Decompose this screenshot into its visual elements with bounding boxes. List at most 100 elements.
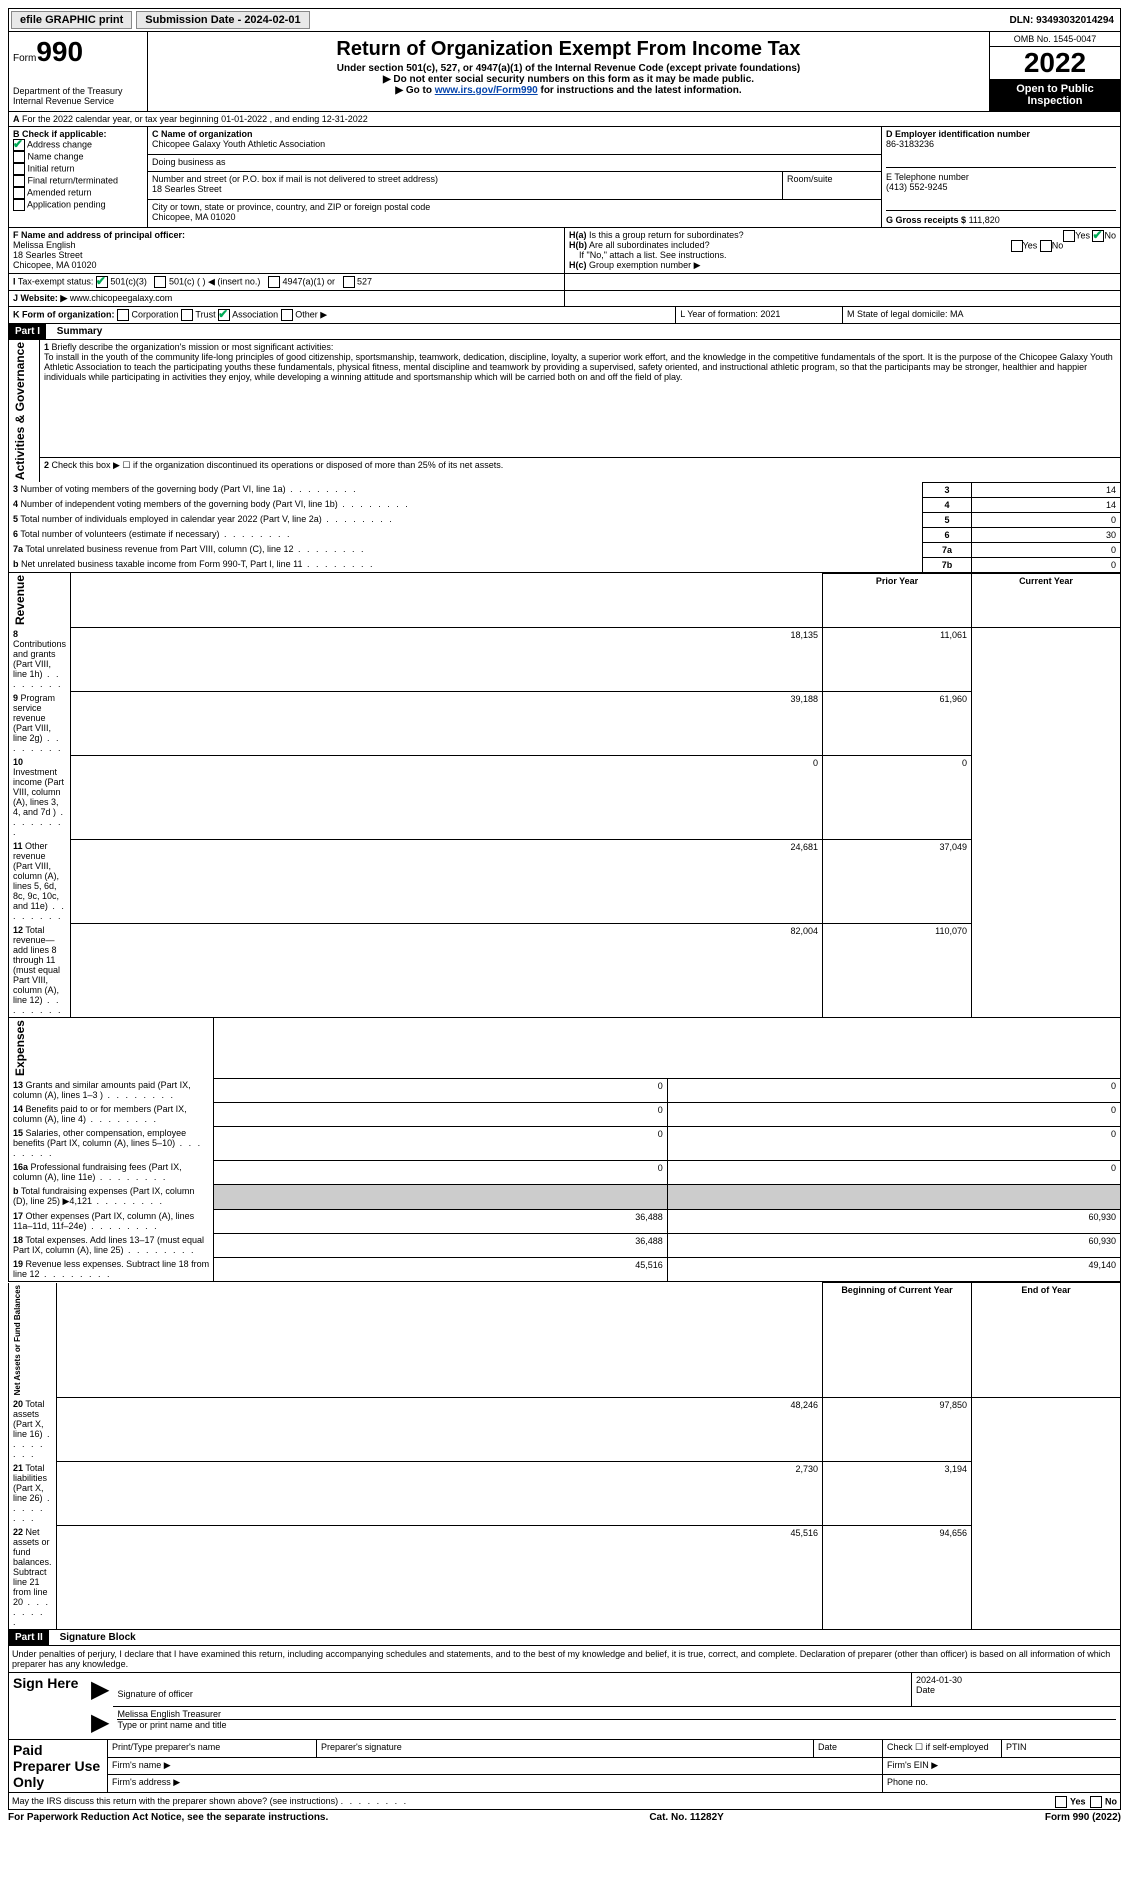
chk-4947[interactable]	[268, 276, 280, 288]
chk-assoc[interactable]	[218, 309, 230, 321]
perjury-text: Under penalties of perjury, I declare th…	[8, 1646, 1121, 1673]
footer-right: Form 990 (2022)	[1045, 1812, 1121, 1823]
net-assets-table: Net Assets or Fund Balances Beginning of…	[8, 1282, 1121, 1630]
mission-label: Briefly describe the organization's miss…	[52, 342, 334, 352]
org-name: Chicopee Galaxy Youth Athletic Associati…	[152, 139, 325, 149]
prep-sig: Preparer's signature	[317, 1740, 814, 1757]
identity-block: B Check if applicable: Address change Na…	[8, 127, 1121, 228]
c-name-label: C Name of organization	[152, 129, 253, 139]
subtitle-2: ▶ Do not enter social security numbers o…	[152, 74, 985, 85]
footer-left: For Paperwork Reduction Act Notice, see …	[8, 1812, 328, 1823]
ptin: PTIN	[1002, 1740, 1121, 1757]
phone: (413) 552-9245	[886, 182, 948, 192]
chk-name-change[interactable]	[13, 151, 25, 163]
room-label: Room/suite	[787, 174, 833, 184]
sign-here: Sign Here	[9, 1673, 88, 1740]
addr-label: Number and street (or P.O. box if mail i…	[152, 174, 438, 184]
self-emp: Check ☐ if self-employed	[883, 1740, 1002, 1757]
chk-501c3[interactable]	[96, 276, 108, 288]
website: www.chicopeegalaxy.com	[70, 293, 172, 303]
col-end: End of Year	[972, 1283, 1121, 1397]
hb-no[interactable]	[1040, 240, 1052, 252]
topbar: efile GRAPHIC print Submission Date - 20…	[8, 8, 1121, 32]
ha-label: Is this a group return for subordinates?	[589, 230, 744, 240]
hb-label: Are all subordinates included?	[589, 240, 710, 250]
prep-name: Print/Type preparer's name	[108, 1740, 317, 1757]
firm-addr: Firm's address ▶	[108, 1775, 883, 1793]
col-prior: Prior Year	[823, 573, 972, 627]
part2-sub: Signature Block	[52, 1632, 136, 1643]
gross-receipts: 111,820	[969, 215, 1000, 225]
sig-date: 2024-01-30	[916, 1675, 962, 1685]
col-curr: Current Year	[972, 573, 1121, 627]
city: Chicopee, MA 01020	[152, 212, 236, 222]
chk-application-pending[interactable]	[13, 199, 25, 211]
street: 18 Searles Street	[152, 184, 222, 194]
d-label: D Employer identification number	[886, 129, 1030, 139]
side-exp: Expenses	[13, 1020, 27, 1076]
side-gov: Activities & Governance	[13, 342, 27, 480]
line2: Check this box ▶ ☐ if the organization d…	[52, 460, 504, 470]
irs-link[interactable]: www.irs.gov/Form990	[435, 85, 538, 96]
expense-table: Expenses 13 Grants and similar amounts p…	[8, 1018, 1121, 1282]
firm-ein: Firm's EIN ▶	[883, 1757, 1121, 1775]
officer-name: Melissa English	[13, 240, 76, 250]
sign-here-block: Sign Here ▶ Signature of officer 2024-01…	[8, 1673, 1121, 1740]
firm-name: Firm's name ▶	[108, 1757, 883, 1775]
form-number: 990	[36, 36, 83, 67]
chk-501c[interactable]	[154, 276, 166, 288]
omb-no: OMB No. 1545-0047	[990, 32, 1120, 47]
chk-final-return[interactable]	[13, 175, 25, 187]
m-state: M State of legal domicile: MA	[842, 307, 1120, 324]
chk-amended-return[interactable]	[13, 187, 25, 199]
part1-sub: Summary	[49, 326, 103, 337]
chk-trust[interactable]	[181, 309, 193, 321]
f-label: F Name and address of principal officer:	[13, 230, 185, 240]
irs: Internal Revenue Service	[13, 96, 143, 106]
hb-yes[interactable]	[1011, 240, 1023, 252]
line-a: A For the 2022 calendar year, or tax yea…	[8, 112, 1121, 127]
e-label: E Telephone number	[886, 172, 969, 182]
chk-other[interactable]	[281, 309, 293, 321]
ha-no[interactable]	[1092, 230, 1104, 242]
side-net: Net Assets or Fund Balances	[13, 1285, 22, 1395]
discuss-yes[interactable]	[1055, 1796, 1067, 1808]
chk-corp[interactable]	[117, 309, 129, 321]
paid-preparer-block: Paid Preparer Use Only Print/Type prepar…	[8, 1740, 1121, 1793]
chk-initial-return[interactable]	[13, 163, 25, 175]
paid-prep: Paid Preparer Use Only	[9, 1740, 108, 1793]
part2-hdr: Part II	[9, 1630, 49, 1645]
officer-name-title: Melissa English Treasurer	[117, 1709, 221, 1719]
ha-yes[interactable]	[1063, 230, 1075, 242]
ein: 86-3183236	[886, 139, 934, 149]
page-footer: For Paperwork Reduction Act Notice, see …	[8, 1810, 1121, 1823]
i-label: Tax-exempt status:	[18, 276, 94, 286]
submission-date-btn[interactable]: Submission Date - 2024-02-01	[136, 11, 309, 29]
chk-address-change[interactable]	[13, 139, 25, 151]
prep-date: Date	[814, 1740, 883, 1757]
b-label: B Check if applicable:	[13, 129, 107, 139]
part1-hdr: Part I	[9, 324, 46, 339]
dept-treasury: Department of the Treasury	[13, 86, 143, 96]
sig-officer-line: Signature of officer	[113, 1673, 911, 1706]
dln: DLN: 93493032014294	[1009, 15, 1120, 26]
firm-phone: Phone no.	[883, 1775, 1121, 1793]
side-rev: Revenue	[13, 575, 27, 625]
g-label: G Gross receipts $	[886, 215, 966, 225]
l-year: L Year of formation: 2021	[676, 307, 843, 324]
j-label: Website: ▶	[21, 293, 68, 303]
mission-text: To install in the youth of the community…	[44, 352, 1113, 382]
form-title: Return of Organization Exempt From Incom…	[152, 38, 985, 61]
discuss-row: May the IRS discuss this return with the…	[8, 1793, 1121, 1810]
officer-addr2: Chicopee, MA 01020	[13, 260, 97, 270]
revenue-table: Revenue Prior Year Current Year 8 Contri…	[8, 573, 1121, 1019]
tax-year: 2022	[990, 47, 1120, 79]
efile-print-btn[interactable]: efile GRAPHIC print	[11, 11, 132, 29]
form-header: Form990 Department of the Treasury Inter…	[8, 32, 1121, 112]
chk-527[interactable]	[343, 276, 355, 288]
officer-addr1: 18 Searles Street	[13, 250, 83, 260]
discuss-no[interactable]	[1090, 1796, 1102, 1808]
h-note: If "No," attach a list. See instructions…	[579, 250, 726, 260]
f-h-block: F Name and address of principal officer:…	[8, 228, 1121, 274]
dba-label: Doing business as	[152, 157, 226, 167]
